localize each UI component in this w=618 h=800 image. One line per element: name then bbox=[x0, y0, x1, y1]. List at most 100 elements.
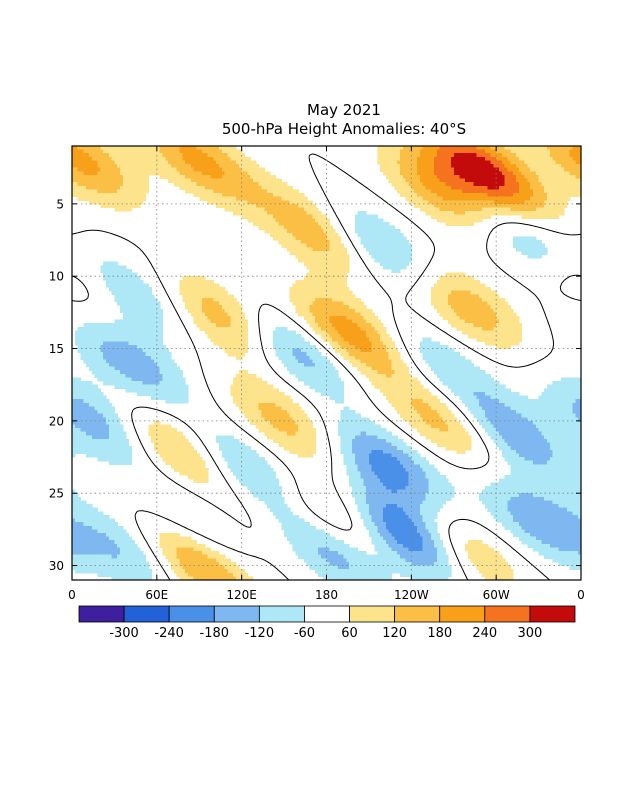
anomaly-cell bbox=[433, 185, 438, 190]
anomaly-cell bbox=[518, 326, 523, 332]
anomaly-cell bbox=[323, 283, 328, 288]
anomaly-cell bbox=[366, 308, 370, 313]
anomaly-cell bbox=[199, 279, 203, 285]
anomaly-cell bbox=[272, 232, 277, 238]
anomaly-cell bbox=[450, 193, 455, 198]
anomaly-cell bbox=[397, 160, 401, 165]
anomaly-cell bbox=[326, 319, 330, 324]
anomaly-cell bbox=[269, 174, 274, 180]
anomaly-cell bbox=[320, 218, 325, 223]
anomaly-cell bbox=[187, 308, 192, 313]
anomaly-cell bbox=[428, 146, 432, 151]
anomaly-cell bbox=[371, 247, 376, 252]
anomaly-cell bbox=[125, 334, 130, 339]
anomaly-cell bbox=[450, 149, 455, 154]
anomaly-cell bbox=[309, 287, 313, 292]
anomaly-cell bbox=[349, 337, 353, 342]
anomaly-cell bbox=[411, 182, 415, 187]
anomaly-cell bbox=[578, 164, 581, 169]
anomaly-cell bbox=[496, 196, 500, 201]
anomaly-cell bbox=[125, 312, 130, 317]
anomaly-cell bbox=[213, 323, 217, 328]
anomaly-cell bbox=[207, 146, 212, 151]
anomaly-cell bbox=[128, 200, 132, 205]
anomaly-cell bbox=[405, 153, 410, 158]
anomaly-cell bbox=[552, 203, 557, 209]
anomaly-cell bbox=[269, 211, 274, 216]
anomaly-cell bbox=[470, 214, 475, 219]
anomaly-cell bbox=[521, 160, 526, 165]
anomaly-cell bbox=[482, 149, 486, 154]
anomaly-cell bbox=[86, 160, 90, 165]
anomaly-cell bbox=[284, 185, 288, 190]
anomaly-cell bbox=[578, 149, 581, 154]
anomaly-cell bbox=[318, 265, 322, 270]
anomaly-cell bbox=[340, 334, 345, 339]
anomaly-cell bbox=[120, 319, 124, 324]
anomaly-cell bbox=[185, 174, 189, 180]
anomaly-cell bbox=[490, 319, 494, 324]
anomaly-cell bbox=[476, 290, 480, 295]
anomaly-cell bbox=[303, 341, 308, 346]
anomaly-cell bbox=[442, 218, 446, 223]
anomaly-cell bbox=[541, 153, 545, 158]
anomaly-cell bbox=[575, 182, 579, 187]
anomaly-cell bbox=[377, 221, 381, 227]
anomaly-cell bbox=[312, 279, 316, 285]
anomaly-cell bbox=[515, 171, 520, 176]
anomaly-cell bbox=[86, 341, 90, 346]
anomaly-cell bbox=[323, 229, 328, 234]
anomaly-cell bbox=[397, 146, 401, 151]
anomaly-cell bbox=[170, 156, 175, 162]
anomaly-cell bbox=[272, 203, 277, 209]
anomaly-cell bbox=[94, 193, 99, 198]
anomaly-cell bbox=[224, 164, 229, 169]
anomaly-cell bbox=[303, 225, 308, 230]
anomaly-cell bbox=[94, 182, 99, 187]
anomaly-cell bbox=[575, 174, 579, 180]
anomaly-cell bbox=[216, 174, 220, 180]
anomaly-cell bbox=[391, 171, 395, 176]
anomaly-cell bbox=[549, 203, 554, 209]
anomaly-cell bbox=[368, 312, 373, 317]
anomaly-cell bbox=[219, 301, 223, 306]
anomaly-cell bbox=[148, 167, 152, 172]
anomaly-cell bbox=[456, 326, 461, 332]
anomaly-cell bbox=[230, 301, 234, 306]
anomaly-cell bbox=[131, 203, 135, 209]
anomaly-cell bbox=[394, 243, 398, 248]
anomaly-cell bbox=[320, 221, 325, 227]
anomaly-cell bbox=[295, 308, 299, 313]
anomaly-cell bbox=[213, 164, 217, 169]
anomaly-cell bbox=[320, 229, 325, 234]
anomaly-cell bbox=[515, 247, 520, 252]
anomaly-cell bbox=[467, 207, 472, 212]
anomaly-cell bbox=[405, 250, 410, 256]
anomaly-cell bbox=[439, 287, 444, 292]
anomaly-cell bbox=[125, 297, 130, 303]
anomaly-cell bbox=[86, 323, 90, 328]
anomaly-cell bbox=[400, 174, 404, 180]
anomaly-cell bbox=[439, 211, 444, 216]
anomaly-cell bbox=[134, 153, 138, 158]
anomaly-cell bbox=[422, 182, 427, 187]
anomaly-cell bbox=[456, 203, 461, 209]
anomaly-cell bbox=[436, 305, 441, 310]
anomaly-cell bbox=[83, 189, 87, 194]
anomaly-cell bbox=[340, 290, 345, 295]
anomaly-cell bbox=[530, 164, 534, 169]
anomaly-cell bbox=[541, 174, 545, 180]
anomaly-cell bbox=[284, 182, 288, 187]
anomaly-cell bbox=[315, 258, 319, 263]
anomaly-cell bbox=[97, 156, 101, 162]
anomaly-cell bbox=[221, 334, 226, 339]
anomaly-cell bbox=[284, 348, 288, 353]
anomaly-cell bbox=[578, 156, 581, 162]
anomaly-cell bbox=[298, 348, 302, 353]
anomaly-cell bbox=[114, 182, 118, 187]
anomaly-cell bbox=[238, 189, 243, 194]
anomaly-cell bbox=[377, 344, 381, 350]
anomaly-cell bbox=[371, 337, 376, 342]
anomaly-cell bbox=[179, 160, 183, 165]
anomaly-cell bbox=[535, 203, 540, 209]
